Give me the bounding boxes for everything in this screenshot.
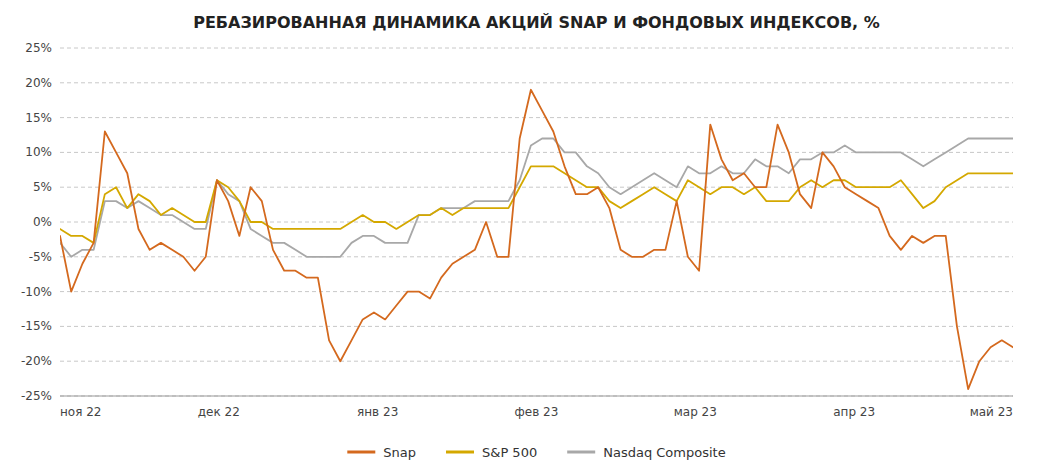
grid-line	[60, 291, 1013, 292]
grid-line	[60, 82, 1013, 83]
title: РЕБАЗИРОВАННАЯ ДИНАМИКА АКЦИЙ SNAP И ФОН…	[193, 13, 880, 32]
legend-swatch	[347, 451, 375, 454]
y-tick-label: -20%	[21, 354, 52, 368]
lines	[60, 90, 1013, 389]
grid-line	[60, 396, 1013, 397]
grid-line	[60, 361, 1013, 362]
x-tick-label: фев 23	[515, 405, 559, 419]
grid-line	[60, 48, 1013, 49]
legend-item: Nasdaq Composite	[567, 445, 725, 460]
legend-swatch	[567, 451, 595, 454]
y-tick-label: -10%	[21, 285, 52, 299]
series-line	[60, 138, 1013, 256]
y-tick-label: -5%	[29, 250, 52, 264]
x-axis: ноя 22 дек 22 янв 23 фев 23 мар 23 апр 23 май …	[60, 405, 1013, 419]
x-tick-label: янв 23	[357, 405, 398, 419]
y-tick-label: 10%	[25, 145, 52, 159]
legend-item: S&P 500	[446, 445, 537, 460]
legend-swatch	[446, 451, 474, 454]
x-tick-label: май 23	[970, 405, 1013, 419]
y-tick-label: 0%	[33, 215, 52, 229]
chart: РЕБАЗИРОВАННАЯ ДИНАМИКА АКЦИЙ SNAP И ФОН…	[0, 0, 1037, 474]
legend-label: S&P 500	[482, 445, 537, 460]
y-tick-label: -15%	[21, 319, 52, 333]
y-tick-label: 15%	[25, 111, 52, 125]
y-tick-label: 25%	[25, 41, 52, 55]
legend-label: Nasdaq Composite	[603, 445, 725, 460]
grid-line	[60, 326, 1013, 327]
series-line	[60, 90, 1013, 389]
x-axis-line	[60, 396, 1013, 397]
legend-item: Snap	[347, 445, 416, 460]
y-axis: -25% -20% -15% -10% -5% 0% 5% 10% 15% 20% 25%	[21, 41, 1013, 403]
x-tick-label: ноя 22	[60, 405, 102, 419]
x-tick-label: дек 22	[198, 405, 240, 419]
y-tick-label: 20%	[25, 76, 52, 90]
x-tick-label: апр 23	[833, 405, 875, 419]
legend-label: Snap	[383, 445, 416, 460]
y-tick-label: -25%	[21, 389, 52, 403]
legend: Snap S&P 500 Nasdaq Composite	[347, 445, 725, 460]
grid-line	[60, 256, 1013, 257]
x-tick-label: мар 23	[674, 405, 717, 419]
series-line	[60, 166, 1013, 243]
grid-line	[60, 117, 1013, 118]
y-tick-label: 5%	[33, 180, 52, 194]
